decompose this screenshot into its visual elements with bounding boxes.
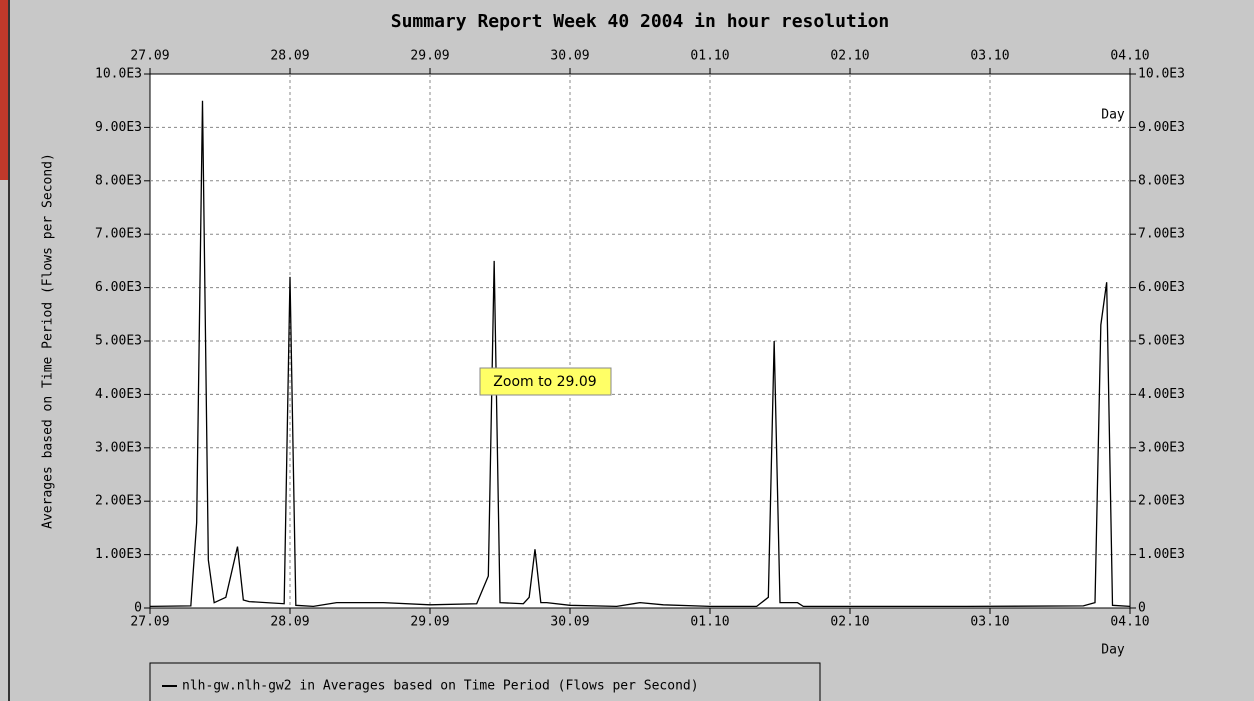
x-tick-label: 02.10 (830, 615, 869, 630)
y2-tick-label: 4.00E3 (1138, 387, 1185, 402)
y-tick-label: 7.00E3 (95, 227, 142, 242)
y-tick-label: 8.00E3 (95, 173, 142, 188)
x-top-tick-label: 03.10 (970, 49, 1009, 64)
y2-tick-label: 2.00E3 (1138, 494, 1185, 509)
y-axis-label: Averages based on Time Period (Flows per… (41, 153, 56, 529)
y2-tick-label: 9.00E3 (1138, 120, 1185, 135)
y-tick-label: 9.00E3 (95, 120, 142, 135)
y2-tick-label: 1.00E3 (1138, 547, 1185, 562)
y-tick-label: 1.00E3 (95, 547, 142, 562)
y2-tick-label: 10.0E3 (1138, 67, 1185, 82)
x-tick-label: 28.09 (270, 615, 309, 630)
y-tick-label: 0 (134, 601, 142, 616)
legend (149, 662, 821, 701)
x-tick-label: 27.09 (130, 615, 169, 630)
x-axis-label: Day (1101, 643, 1125, 658)
y-tick-label: 4.00E3 (95, 387, 142, 402)
y-tick-label: 6.00E3 (95, 280, 142, 295)
y-tick-label: 2.00E3 (95, 494, 142, 509)
y-tick-label: 3.00E3 (95, 440, 142, 455)
y2-tick-label: 0 (1138, 601, 1146, 616)
x-axis-label: Day (1101, 108, 1125, 123)
x-top-tick-label: 29.09 (410, 49, 449, 64)
series-line (149, 100, 1131, 608)
x-top-tick-label: 27.09 (130, 49, 169, 64)
y2-tick-label: 3.00E3 (1138, 440, 1185, 455)
x-tick-label: 29.09 (410, 615, 449, 630)
tooltip: Zoom to 29.09 (493, 374, 596, 390)
y2-tick-label: 5.00E3 (1138, 334, 1185, 349)
y-tick-label: 5.00E3 (95, 334, 142, 349)
x-tick-label: 01.10 (690, 615, 729, 630)
page-edge (0, 0, 9, 180)
x-top-tick-label: 02.10 (830, 49, 869, 64)
x-top-tick-label: 04.10 (1110, 49, 1149, 64)
y2-tick-label: 6.00E3 (1138, 280, 1185, 295)
x-top-tick-label: 30.09 (550, 49, 589, 64)
x-top-tick-label: 01.10 (690, 49, 729, 64)
y-tick-label: 10.0E3 (95, 67, 142, 82)
x-tick-label: 30.09 (550, 615, 589, 630)
y2-tick-label: 7.00E3 (1138, 227, 1185, 242)
chart-title: Summary Report Week 40 2004 in hour reso… (391, 11, 890, 32)
tooltip-box (479, 367, 612, 396)
x-tick-label: 03.10 (970, 615, 1009, 630)
y2-tick-label: 8.00E3 (1138, 173, 1185, 188)
x-top-tick-label: 28.09 (270, 49, 309, 64)
x-tick-label: 04.10 (1110, 615, 1149, 630)
legend-label: nlh-gw.nlh-gw2 in Averages based on Time… (182, 679, 699, 694)
